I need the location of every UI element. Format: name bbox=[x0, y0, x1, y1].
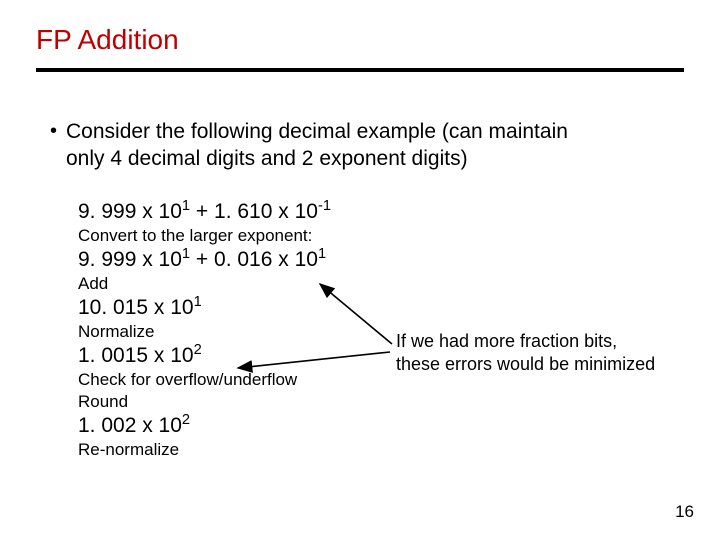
r1-term-a: 9. 999 x 10 bbox=[78, 200, 182, 223]
bullet-line-2: only 4 decimal digits and 2 exponent dig… bbox=[66, 147, 468, 170]
bullet-line-1: Consider the following decimal example (… bbox=[66, 120, 568, 143]
r1-exp-b: -1 bbox=[318, 198, 331, 214]
expr-row-2: 9. 999 x 101 + 0. 016 x 101 bbox=[78, 248, 638, 272]
r3-exp: 1 bbox=[194, 294, 202, 310]
bullet-text: Consider the following decimal example (… bbox=[66, 118, 568, 173]
page-title: FP Addition bbox=[36, 24, 179, 56]
r1-exp-a: 1 bbox=[182, 198, 190, 214]
title-rule bbox=[36, 68, 684, 72]
r2-exp-a: 1 bbox=[182, 246, 190, 262]
r2-term-b: 0. 016 x 10 bbox=[214, 248, 318, 271]
note-round: Round bbox=[78, 392, 638, 412]
r4-term: 1. 0015 x 10 bbox=[78, 344, 194, 367]
r5-exp: 2 bbox=[182, 412, 190, 428]
r1-plus: + bbox=[190, 200, 214, 223]
expr-row-5: 1. 002 x 102 bbox=[78, 414, 638, 438]
note-convert: Convert to the larger exponent: bbox=[78, 226, 638, 246]
annotation-line-1: If we had more fraction bits, bbox=[396, 331, 617, 351]
r2-term-a: 9. 999 x 10 bbox=[78, 248, 182, 271]
r2-plus: + bbox=[190, 248, 214, 271]
r5-term: 1. 002 x 10 bbox=[78, 414, 182, 437]
r3-term: 10. 015 x 10 bbox=[78, 296, 194, 319]
bullet-dot-icon: • bbox=[50, 120, 57, 143]
annotation-text: If we had more fraction bits, these erro… bbox=[396, 330, 655, 375]
r4-exp: 2 bbox=[194, 342, 202, 358]
note-add: Add bbox=[78, 274, 638, 294]
expr-row-3: 10. 015 x 101 bbox=[78, 296, 638, 320]
r2-exp-b: 1 bbox=[318, 246, 326, 262]
annotation-line-2: these errors would be minimized bbox=[396, 354, 655, 374]
note-renormalize: Re-normalize bbox=[78, 440, 638, 460]
page-number: 16 bbox=[675, 502, 694, 522]
expr-row-1: 9. 999 x 101 + 1. 610 x 10-1 bbox=[78, 200, 638, 224]
r1-term-b: 1. 610 x 10 bbox=[214, 200, 318, 223]
